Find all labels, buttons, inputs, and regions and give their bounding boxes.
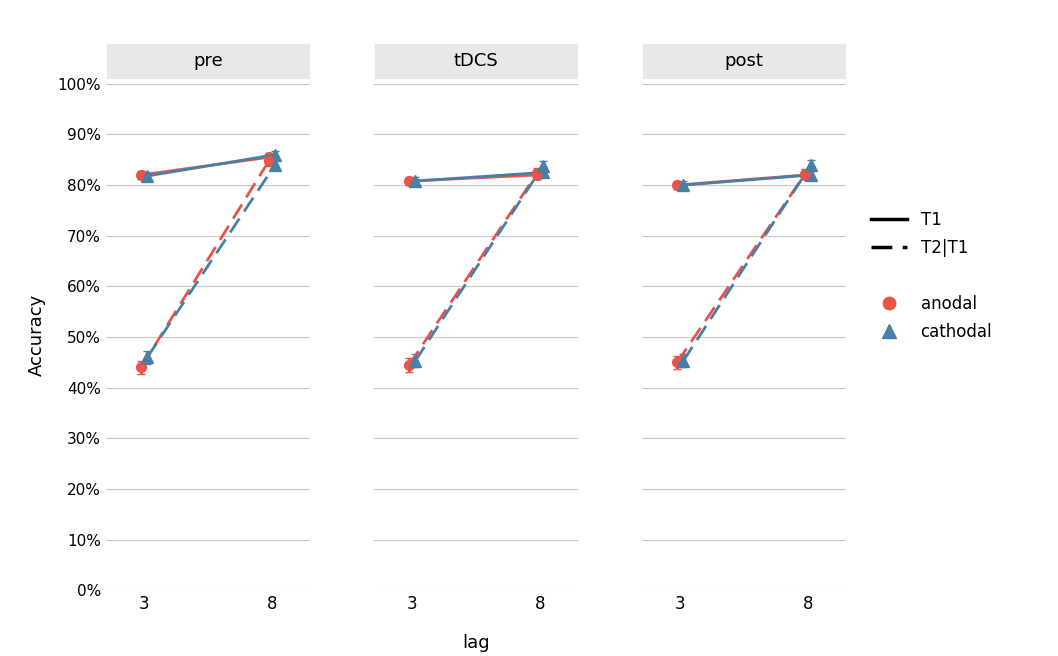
- Y-axis label: Accuracy: Accuracy: [29, 293, 47, 376]
- Text: post: post: [725, 52, 764, 70]
- Text: pre: pre: [194, 52, 223, 70]
- Legend: T1, T2|T1, , anodal, cathodal: T1, T2|T1, , anodal, cathodal: [871, 211, 992, 340]
- Text: lag: lag: [462, 634, 490, 652]
- Text: tDCS: tDCS: [454, 52, 498, 70]
